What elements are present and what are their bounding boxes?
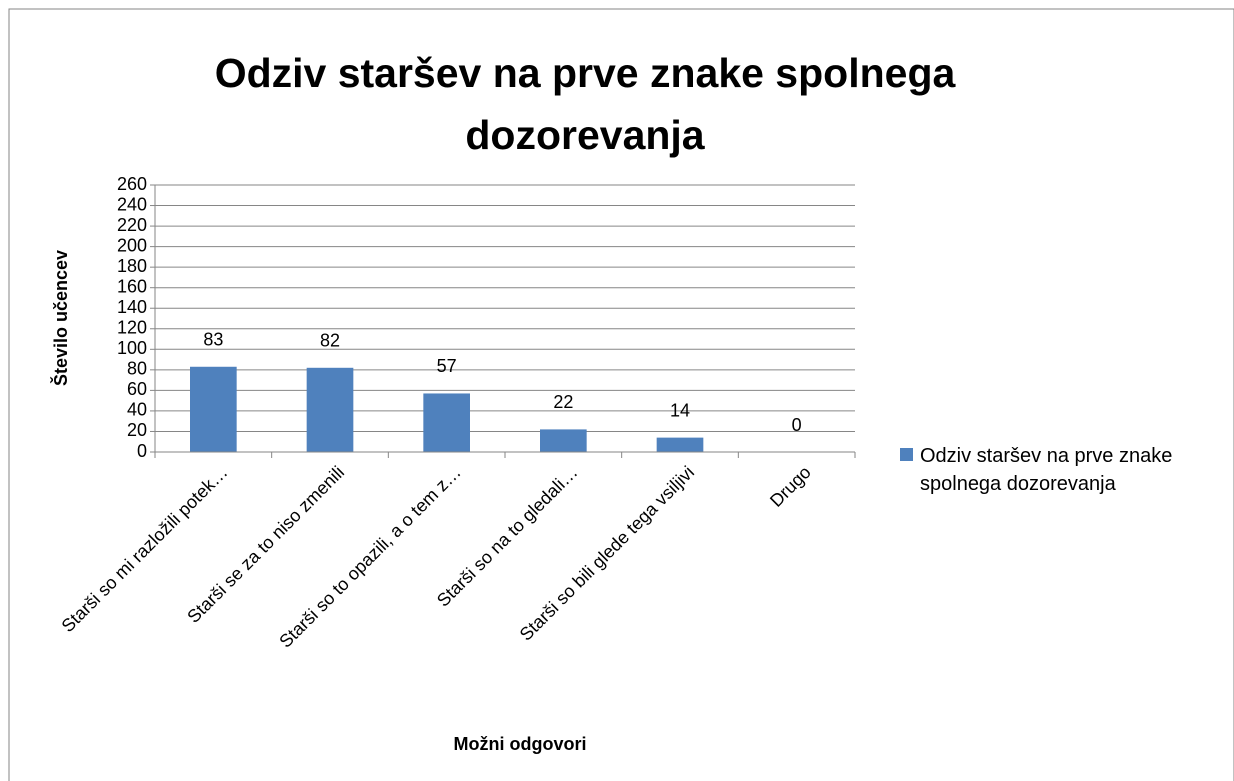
chart-border	[8, 8, 1234, 781]
y-tick-label: 120	[117, 318, 147, 338]
data-label: 14	[670, 400, 690, 420]
bar	[306, 367, 354, 452]
y-tick-label: 40	[127, 400, 147, 420]
data-label: 57	[437, 356, 457, 376]
y-tick-label: 200	[117, 235, 147, 255]
chart-title: Odziv staršev na prve znake spolnega doz…	[214, 50, 956, 158]
legend-swatch	[900, 448, 913, 461]
bar	[656, 437, 704, 452]
y-tick-label: 240	[117, 194, 147, 214]
bar	[540, 429, 587, 452]
y-tick-label: 260	[117, 174, 147, 194]
y-tick-label: 140	[117, 297, 147, 317]
legend-label: Odziv staršev na prve znake spolnega doz…	[920, 445, 1173, 495]
x-tick-label: Drugo	[766, 462, 815, 511]
y-axis-title: Število učencev	[50, 250, 71, 386]
data-label: 82	[320, 331, 340, 351]
bar	[423, 393, 470, 452]
data-label: 83	[203, 330, 223, 350]
data-label: 0	[792, 415, 802, 435]
y-tick-label: 160	[117, 276, 147, 296]
x-axis-title: Možni odgovori	[454, 734, 587, 754]
data-label: 22	[553, 392, 573, 412]
y-tick-label: 0	[137, 441, 147, 461]
y-tick-label: 180	[117, 256, 147, 276]
y-tick-label: 80	[127, 359, 147, 379]
y-tick-label: 100	[117, 338, 147, 358]
y-tick-label: 60	[127, 379, 147, 399]
y-tick-label: 20	[127, 420, 147, 440]
y-tick-label: 220	[117, 215, 147, 235]
bar	[190, 366, 237, 452]
x-tick-label: Starši so to opazili, a o tem z…	[275, 462, 465, 652]
